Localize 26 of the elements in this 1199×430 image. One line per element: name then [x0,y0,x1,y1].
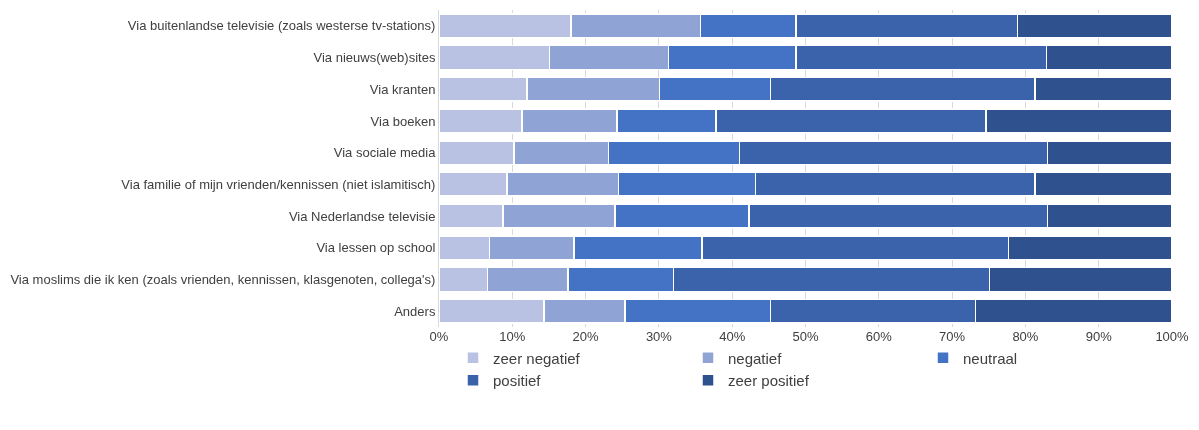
x-tick-label: 10% [499,329,526,344]
x-tick-label: 30% [645,329,673,344]
legend-label: zeer negatief [493,349,581,367]
legend-label: negatief [728,349,783,367]
x-tick-label: 0% [429,329,449,344]
y-tick-label: Via boeken [370,113,436,129]
legend-label: positief [493,372,542,390]
y-tick-label: Via familie of mijn vrienden/kennissen (niet islamitisch) [121,176,436,192]
x-tick-label: 70% [939,329,966,344]
x-tick-label: 80% [1012,329,1039,344]
legend-label: neutraal [963,349,1018,367]
y-tick-label: Via buitenlandse televisie (zoals westerse tv-stations) [127,18,436,34]
y-tick-label: Anders [394,303,436,319]
y-tick-label: Via sociale media [333,145,437,161]
x-tick-label: 20% [572,329,600,344]
x-tick-label: 100% [1155,329,1190,344]
x-tick-label: 50% [792,329,819,344]
y-tick-label: Via lessen op school [316,240,436,256]
x-tick-label: 40% [719,329,746,344]
y-tick-label: Via kranten [369,81,436,97]
x-tick-label: 60% [865,329,893,344]
y-tick-label: Via nieuws(web)sites [313,50,436,66]
x-tick-label: 90% [1085,329,1113,344]
y-tick-label: Via Nederlandse televisie [288,208,436,224]
legend-label: zeer positief [728,372,810,390]
y-tick-label: Via moslims die ik ken (zoals vrienden, kennissen, klasgenoten, collega's) [10,272,436,287]
